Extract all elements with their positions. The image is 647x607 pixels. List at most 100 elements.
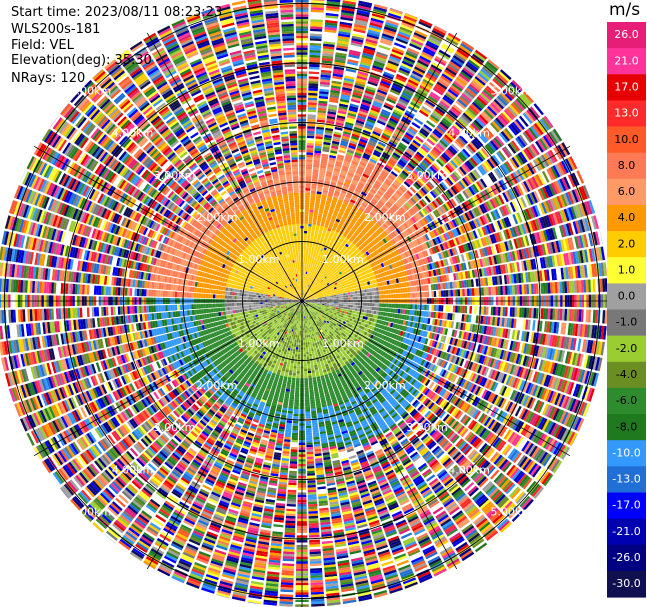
radar-gate [310, 193, 316, 196]
radar-gate [315, 138, 323, 142]
radar-gate [393, 303, 396, 308]
radar-gate [334, 56, 346, 61]
radar-gate [316, 119, 325, 123]
radar-gate [334, 129, 343, 134]
radar-gate [309, 66, 320, 70]
radar-gate [328, 295, 332, 298]
radar-gate [340, 96, 350, 101]
radar-gate [323, 34, 336, 38]
radar-gate [304, 290, 305, 293]
radar-gate [319, 88, 329, 93]
radar-gate [375, 0, 389, 6]
radar-gate [316, 129, 324, 133]
radar-gate [357, 296, 361, 300]
radar-gate [311, 229, 315, 232]
radar-gate [306, 149, 314, 153]
radar-gate [308, 85, 318, 89]
radar-gate [329, 303, 332, 305]
radar-gate [337, 35, 350, 40]
radar-gate [362, 296, 365, 300]
radar-gate [339, 19, 353, 24]
radar-gate [344, 75, 355, 80]
radar-gate [340, 14, 354, 19]
radar-gate [334, 298, 337, 300]
radar-gate [319, 86, 330, 90]
radar-gate [304, 264, 307, 267]
radar-gate [310, 195, 316, 199]
radar-gate [306, 250, 309, 253]
radar-gate [307, 262, 309, 265]
radar-gate [329, 94, 340, 99]
radar-gate [311, 250, 314, 254]
radar-gate [310, 253, 314, 256]
radar-gate [307, 231, 311, 234]
radar-gate [339, 98, 350, 103]
radar-gate [306, 154, 313, 158]
radar-gate [332, 75, 343, 80]
radar-gate [414, 304, 418, 310]
radar-gate [424, 304, 427, 311]
radar-gate [306, 242, 310, 246]
radar-gate [306, 166, 312, 170]
radar-gate [376, 307, 380, 311]
radar-gate [312, 176, 318, 180]
radar-gate [303, 261, 305, 265]
radar-gate [374, 303, 377, 307]
radar-gate [322, 299, 325, 301]
radar-gate [340, 308, 343, 311]
radar-gate [331, 85, 341, 90]
radar-gate [308, 216, 313, 220]
radar-gate [330, 89, 340, 94]
radar-gate [307, 107, 317, 110]
radar-gate [347, 309, 350, 313]
radar-gate [318, 105, 327, 109]
radar-gate [315, 198, 321, 202]
radar-gate [306, 147, 314, 151]
radar-gate [305, 192, 311, 196]
radar-gate [302, 290, 304, 293]
radar-gate [305, 254, 308, 258]
radar-gate [307, 233, 311, 237]
radar-gate [304, 278, 306, 282]
radar-gate [310, 31, 323, 34]
radar-gate [309, 42, 322, 46]
radar-gate [318, 95, 329, 100]
radar-gate [471, 306, 475, 314]
radar-gate [338, 33, 351, 38]
radar-gate [304, 230, 308, 234]
radar-gate [336, 294, 339, 297]
radar-gate [302, 288, 304, 291]
radar-gate [341, 91, 351, 96]
radar-gate [443, 305, 446, 312]
radar-gate [306, 135, 315, 139]
radar-gate [342, 310, 345, 314]
radar-gate [322, 46, 335, 50]
radar-gate [308, 78, 319, 82]
radar-gate [393, 294, 396, 299]
radar-gate [315, 133, 324, 137]
radar-gate [357, 308, 360, 312]
radar-gate [337, 112, 346, 117]
radar-gate [308, 69, 320, 72]
radar-gate [354, 19, 368, 25]
radar-gate [314, 210, 319, 214]
radar-gate [317, 299, 320, 301]
radar-gate [312, 246, 315, 249]
radar-gate [369, 292, 372, 296]
radar-gate [348, 294, 351, 298]
radar-gate [343, 82, 354, 87]
radar-gate [343, 297, 346, 300]
radar-gate [317, 301, 320, 303]
radar-gate [329, 154, 337, 159]
radar-gate [341, 89, 352, 94]
radar-gate [310, 200, 315, 203]
radar-gate [310, 19, 323, 23]
radar-gate [330, 308, 334, 310]
radar-gate [303, 238, 307, 241]
radar-gate [429, 304, 432, 311]
radar-gate [312, 300, 316, 301]
radar-gate [308, 262, 311, 266]
radar-gate [310, 33, 322, 37]
radar-gate [345, 297, 349, 300]
radar-gate [329, 301, 332, 304]
